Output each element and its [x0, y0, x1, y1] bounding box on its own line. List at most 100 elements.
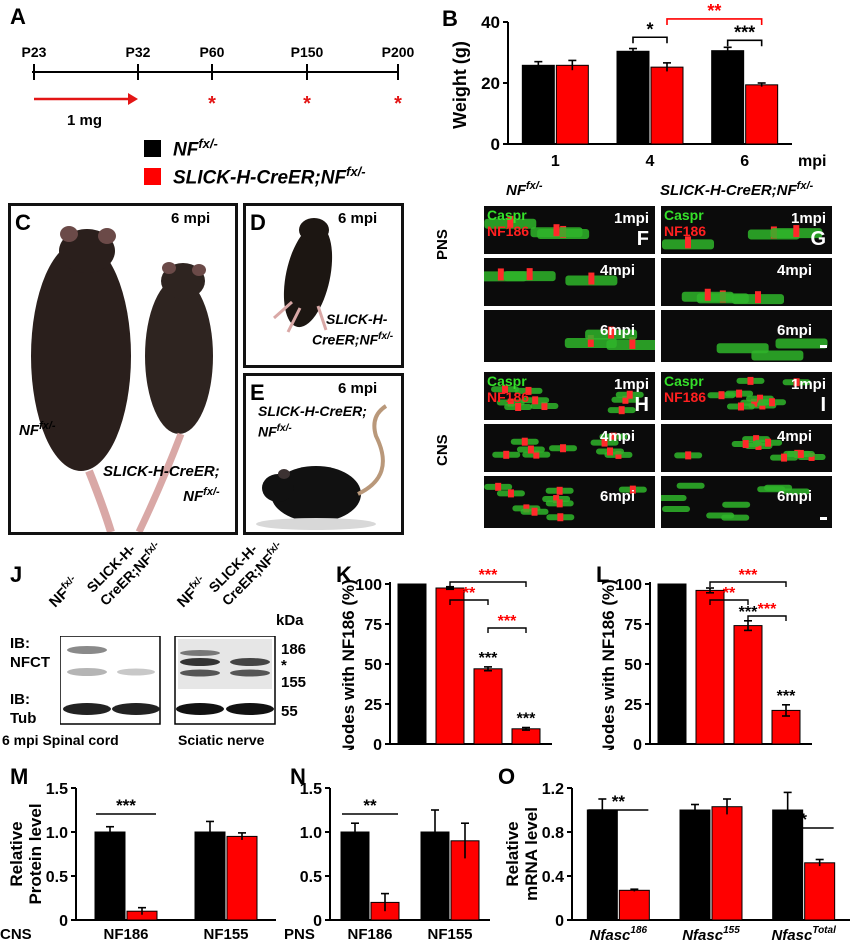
sig-bracket-1vs4 — [449, 599, 489, 605]
y-axis-label: Relative — [503, 821, 522, 886]
y-tick-label: 0.8 — [542, 825, 564, 842]
x-tick-label: 6 — [740, 153, 749, 170]
bar — [618, 889, 650, 921]
sig-bracket-4vs6 — [487, 627, 527, 633]
mouse-photo-e — [256, 404, 388, 530]
legend-label-mut: SLICK-H-CreER;NFfx/- — [173, 164, 366, 189]
node-stain — [765, 438, 772, 447]
sig-bracket-1vs6-text: *** — [739, 567, 758, 584]
node-stain — [793, 225, 800, 238]
paranode — [721, 514, 750, 521]
micrograph-panel-letter: F — [636, 228, 649, 250]
node-stain — [556, 499, 563, 508]
stain-label-nf186: NF186 — [664, 389, 707, 405]
node-stain — [503, 450, 510, 459]
node-stain — [527, 445, 534, 454]
bar — [586, 809, 618, 921]
y-tick-label: 0 — [555, 913, 564, 930]
sig-bracket-1vs4 — [709, 599, 749, 605]
panel-a-label: A — [10, 4, 26, 29]
node-stain — [507, 215, 514, 228]
micro-row-pns: PNS — [434, 229, 451, 260]
y-tick-label: 25 — [624, 697, 642, 714]
sig-bracket-4vs6 — [747, 615, 787, 621]
node-stain — [557, 513, 564, 522]
paranode — [722, 501, 751, 508]
micrograph-time-label: 1mpi — [790, 376, 826, 393]
tissue-sciatic-nerve: Sciatic nerve — [178, 732, 265, 748]
y-tick-label: 0 — [373, 737, 382, 750]
sig-bracket-1vs4-text: ** — [723, 585, 736, 602]
bar — [555, 64, 589, 145]
marker-star: * — [281, 657, 287, 674]
y-axis-label: Weight (g) — [450, 41, 470, 129]
panel-d-time: 6 mpi — [338, 210, 378, 227]
node-stain — [601, 438, 608, 447]
node-stain — [797, 449, 804, 458]
stain-label-nf186: NF186 — [664, 223, 707, 239]
node-stain — [629, 485, 636, 494]
y-tick-label: 40 — [481, 13, 500, 32]
sig-bracket-1vs6 — [709, 581, 787, 587]
node-stain — [622, 395, 629, 404]
bar — [679, 809, 711, 921]
x-tick-label: Nfasc155 — [682, 925, 740, 944]
sig-bracket-1vs6 — [449, 581, 527, 587]
y-tick-label: 50 — [624, 657, 642, 674]
bar — [745, 84, 779, 145]
timepoint-label: P32 — [125, 44, 151, 60]
sig-star: *** — [479, 650, 498, 667]
node-stain — [532, 396, 539, 405]
node-stain — [533, 450, 540, 459]
micrograph-tile: 4mpi — [661, 424, 832, 472]
micrograph-tile: 6mpi — [661, 310, 832, 362]
node-stain — [629, 337, 636, 350]
bar — [616, 50, 650, 145]
stain-label-caspr: Caspr — [664, 207, 704, 223]
y-tick-label: 1.2 — [542, 781, 564, 798]
marker-155: 155 — [281, 674, 307, 691]
node-stain — [685, 236, 692, 249]
paranode — [781, 488, 810, 495]
x-tick-label: NF155 — [203, 926, 248, 943]
y-tick-label: 25 — [364, 697, 382, 714]
stain-label-caspr: Caspr — [664, 373, 704, 389]
timepoint-label: P23 — [21, 44, 47, 60]
micro-col-mut: SLICK-H-CreER;NFfx/- — [660, 180, 814, 199]
stain-label-caspr: Caspr — [487, 207, 527, 223]
y-tick-label: 0.5 — [46, 869, 68, 886]
legend-swatch-mut — [144, 168, 161, 185]
panel-d-label: D — [250, 210, 266, 235]
paranode — [775, 338, 828, 349]
legend-label-wt: NFfx/- — [173, 136, 218, 161]
node-stain — [507, 398, 514, 407]
bar — [711, 806, 743, 921]
sig-star: *** — [116, 796, 136, 815]
paranode — [662, 506, 691, 513]
scale-bar — [820, 517, 827, 520]
x-tick-label: NF186 — [103, 926, 148, 943]
panel-c: C 6 mpi NFfx/- SLICK-H-CreER; NFfx/- — [8, 203, 238, 535]
node-stain — [541, 402, 548, 411]
panel-e-caption: SLICK-H-CreER; NFfx/- — [258, 403, 367, 440]
micrograph-tile: Caspr NF186 H 1mpi — [484, 372, 655, 420]
bar — [194, 831, 226, 921]
protein-pns-chart: 0 0.5 1.0 1.5 NF186 NF155 PNS ** — [284, 781, 490, 943]
y-tick-label: 0.5 — [300, 869, 322, 886]
sig-bracket-1vs6-text: *** — [479, 567, 498, 584]
bar — [340, 831, 370, 921]
node-stain — [588, 272, 595, 285]
y-tick-label: 0.4 — [542, 869, 564, 886]
x-tick-label: NF186 — [347, 926, 392, 943]
y-axis-label: Nodes with NF186 (%) — [339, 579, 358, 750]
micrograph-tile: Caspr NF186 I 1mpi — [661, 372, 832, 420]
node-stain — [747, 376, 754, 385]
scale-bar — [820, 345, 827, 348]
sig-bracket-4vs6-text: *** — [758, 601, 777, 618]
dose-label: 1 mg — [67, 112, 103, 129]
lane-mut-1: SLICK-H- CreER;NFfx/- — [83, 539, 162, 609]
node-stain — [769, 398, 776, 407]
node-stain — [560, 444, 567, 453]
sig-bracket-4mpi — [632, 36, 668, 44]
bar — [804, 862, 836, 921]
